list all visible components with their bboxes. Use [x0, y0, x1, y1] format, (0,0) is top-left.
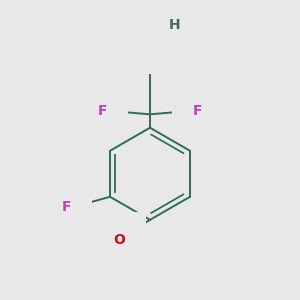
Text: O: O	[168, 40, 180, 54]
Text: F: F	[62, 200, 71, 214]
Text: H: H	[168, 18, 180, 32]
Text: F: F	[193, 104, 203, 118]
Text: F: F	[98, 104, 107, 118]
Text: O: O	[113, 233, 125, 247]
